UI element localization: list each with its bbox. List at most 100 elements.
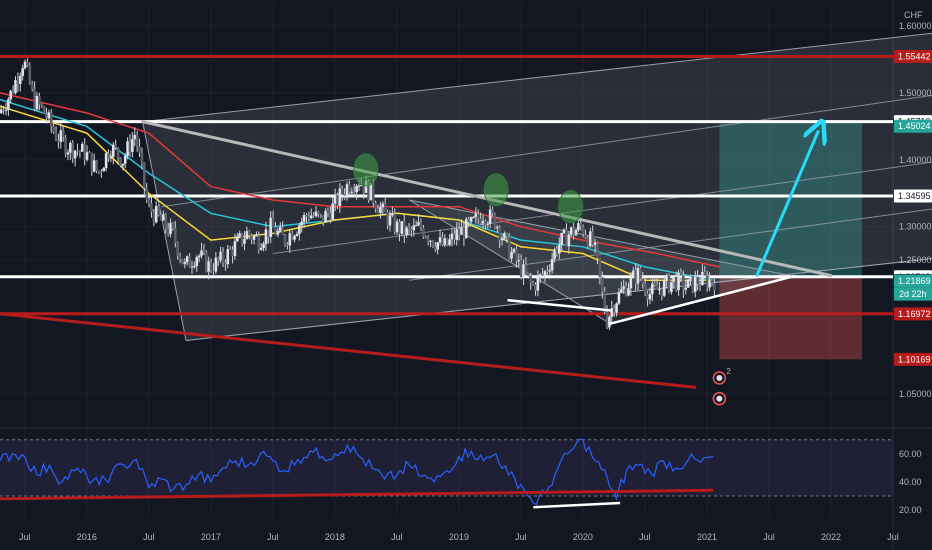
- candle-body: [61, 130, 65, 138]
- price-tick-label: 1.40000: [899, 155, 932, 165]
- moving-average-line: [0, 105, 714, 282]
- candle-body: [376, 208, 380, 214]
- candle-body: [100, 171, 103, 173]
- candle-body: [16, 80, 20, 84]
- candle-body: [708, 279, 711, 288]
- candle-body: [395, 221, 399, 233]
- channel-line[interactable]: [161, 93, 932, 208]
- time-tick-label: 2021: [697, 532, 717, 542]
- candle-body: [176, 242, 179, 256]
- price-badge-label: 1.34595: [898, 191, 931, 201]
- trend-channel[interactable]: [142, 31, 932, 342]
- candle-body: [245, 231, 249, 240]
- highlight-circle[interactable]: [558, 190, 584, 224]
- trendline[interactable]: [608, 274, 796, 325]
- candle-body: [269, 217, 273, 238]
- candle-body: [283, 234, 287, 245]
- candle-body: [505, 233, 509, 237]
- candle-body: [228, 249, 232, 251]
- candle-body: [476, 213, 480, 219]
- trendline[interactable]: [0, 312, 697, 389]
- candle-body: [288, 233, 292, 246]
- time-tick-label: 2018: [325, 532, 345, 542]
- time-tick-label: Jul: [19, 532, 31, 542]
- candle-body: [59, 130, 63, 142]
- moving-average-line: [0, 92, 720, 268]
- candle-body: [388, 215, 392, 226]
- candle-body: [317, 211, 320, 214]
- candle-body: [309, 215, 313, 219]
- candle-body: [555, 249, 559, 254]
- candle-body: [97, 171, 101, 173]
- candle-body: [236, 236, 239, 242]
- candle-body: [107, 153, 110, 159]
- price-badge-label: 1.55442: [898, 51, 931, 61]
- candle-body: [200, 250, 203, 256]
- price-tick-label: 1.30000: [899, 222, 932, 232]
- candle-body: [300, 221, 304, 226]
- candle-body: [455, 229, 459, 240]
- candle-body: [264, 229, 268, 244]
- candle-body: [71, 142, 75, 159]
- candle-body: [23, 61, 27, 69]
- candle-body: [271, 217, 275, 227]
- channel-line[interactable]: [272, 160, 932, 254]
- candle-body: [698, 284, 702, 286]
- time-tick-label: 2019: [449, 532, 469, 542]
- candle-body: [343, 194, 346, 196]
- candle-body: [369, 183, 373, 201]
- candle-body: [484, 220, 487, 225]
- candle-body: [202, 250, 206, 252]
- candle-body: [360, 185, 363, 187]
- candle-body: [686, 279, 690, 288]
- rsi-trendline[interactable]: [0, 488, 714, 501]
- event-marker[interactable]: 2: [712, 367, 731, 385]
- channel-line[interactable]: [409, 207, 932, 281]
- candle-body: [33, 88, 36, 110]
- candle-body: [226, 249, 230, 265]
- candle-body: [546, 271, 549, 273]
- candle-body: [581, 226, 585, 235]
- price-axis[interactable]: CHF 1.60000 1.50000 1.40000 1.30000 1.25000 1…: [899, 10, 932, 515]
- candle-body: [214, 257, 218, 272]
- price-badge-label: 1.45024: [898, 121, 931, 131]
- main-price-pane[interactable]: 2: [0, 31, 932, 406]
- candle-body: [679, 272, 683, 276]
- candle-body: [383, 203, 387, 213]
- candle-body: [123, 155, 127, 164]
- candle-body: [250, 235, 253, 240]
- candle-body: [405, 227, 408, 236]
- candle-body: [522, 264, 525, 278]
- candle-body: [364, 180, 368, 193]
- candle-body: [119, 157, 122, 166]
- candle-body: [605, 312, 609, 328]
- candle-body: [519, 260, 523, 278]
- candle-body: [88, 152, 91, 154]
- candle-body: [500, 238, 504, 241]
- candle-body: [593, 242, 597, 245]
- candle-body: [216, 257, 220, 261]
- candle-body: [267, 229, 270, 238]
- candle-body: [603, 291, 606, 313]
- event-marker[interactable]: [712, 391, 727, 406]
- candle-body: [608, 316, 611, 328]
- time-tick-label: Jul: [391, 532, 403, 542]
- event-count: 2: [726, 367, 731, 376]
- highlight-circle[interactable]: [483, 173, 509, 207]
- rsi-trendline[interactable]: [533, 501, 621, 509]
- rsi-pane[interactable]: [0, 438, 893, 509]
- projection-arrow[interactable]: [755, 130, 819, 277]
- candle-body: [357, 185, 361, 187]
- candle-body: [562, 229, 566, 233]
- trendline[interactable]: [507, 299, 612, 312]
- highlight-circle[interactable]: [353, 153, 379, 187]
- time-tick-label: Jul: [887, 532, 899, 542]
- channel-line[interactable]: [185, 257, 932, 341]
- candle-body: [441, 237, 444, 246]
- candle-body: [145, 188, 148, 200]
- candle-body: [54, 132, 58, 140]
- candle-body: [128, 141, 132, 152]
